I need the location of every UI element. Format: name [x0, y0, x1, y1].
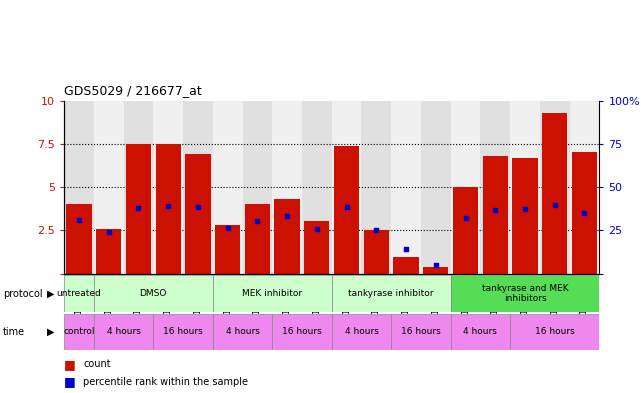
Text: ▶: ▶ — [47, 327, 54, 337]
Text: 4 hours: 4 hours — [106, 327, 140, 336]
Bar — [423, 268, 449, 274]
Bar — [126, 144, 151, 274]
Bar — [362, 101, 391, 274]
Point — [520, 206, 530, 212]
Bar — [302, 101, 332, 274]
Point — [74, 217, 84, 223]
Bar — [332, 275, 451, 312]
Text: 16 hours: 16 hours — [535, 327, 574, 336]
Bar — [510, 314, 599, 350]
Text: 16 hours: 16 hours — [163, 327, 203, 336]
Bar — [394, 257, 419, 274]
Text: tankyrase inhibitor: tankyrase inhibitor — [349, 289, 434, 298]
Text: 4 hours: 4 hours — [226, 327, 260, 336]
Point — [104, 229, 114, 235]
Text: tankyrase and MEK
inhibitors: tankyrase and MEK inhibitors — [481, 284, 569, 303]
Bar — [510, 101, 540, 274]
Point — [253, 218, 263, 224]
Text: MEK inhibitor: MEK inhibitor — [242, 289, 303, 298]
Point — [163, 203, 173, 209]
Bar — [94, 101, 124, 274]
Point — [401, 246, 411, 252]
Bar — [185, 154, 210, 274]
Bar — [64, 275, 94, 312]
Bar — [153, 101, 183, 274]
Bar — [572, 152, 597, 274]
Bar — [96, 230, 121, 274]
Text: percentile rank within the sample: percentile rank within the sample — [83, 377, 248, 387]
Point — [312, 226, 322, 233]
Bar — [332, 101, 362, 274]
Bar — [272, 314, 332, 350]
Bar — [64, 314, 94, 350]
Bar — [421, 101, 451, 274]
Bar — [334, 145, 359, 274]
Bar — [183, 101, 213, 274]
Bar — [332, 314, 391, 350]
Text: ■: ■ — [64, 358, 76, 371]
Bar — [540, 101, 570, 274]
Bar — [213, 275, 332, 312]
Bar — [156, 144, 181, 274]
Text: 16 hours: 16 hours — [401, 327, 441, 336]
Text: 16 hours: 16 hours — [282, 327, 322, 336]
Point — [490, 207, 501, 213]
Bar — [451, 314, 510, 350]
Bar — [242, 101, 272, 274]
Bar — [480, 101, 510, 274]
Text: 4 hours: 4 hours — [463, 327, 497, 336]
Bar — [304, 221, 329, 274]
Bar — [274, 199, 300, 274]
Point — [431, 262, 441, 268]
Bar — [272, 101, 302, 274]
Bar — [215, 225, 240, 274]
Bar — [213, 101, 242, 274]
Text: protocol: protocol — [3, 288, 43, 299]
Bar — [245, 204, 270, 274]
Text: ▶: ▶ — [47, 288, 54, 299]
Point — [342, 204, 352, 210]
Text: untreated: untreated — [56, 289, 101, 298]
Text: DMSO: DMSO — [140, 289, 167, 298]
Bar — [483, 156, 508, 274]
Bar — [391, 314, 451, 350]
Point — [549, 202, 560, 208]
Bar — [451, 101, 480, 274]
Text: control: control — [63, 327, 95, 336]
Point — [133, 205, 144, 211]
Text: 4 hours: 4 hours — [344, 327, 378, 336]
Point — [371, 227, 381, 233]
Bar — [213, 314, 272, 350]
Bar — [453, 187, 478, 274]
Bar — [94, 314, 153, 350]
Point — [193, 204, 203, 210]
Text: count: count — [83, 359, 111, 369]
Bar — [153, 314, 213, 350]
Bar — [570, 101, 599, 274]
Text: GDS5029 / 216677_at: GDS5029 / 216677_at — [64, 84, 202, 97]
Bar — [363, 230, 389, 274]
Point — [222, 224, 233, 231]
Bar — [391, 101, 421, 274]
Text: time: time — [3, 327, 26, 337]
Point — [579, 210, 590, 216]
Bar — [124, 101, 153, 274]
Point — [460, 215, 470, 221]
Bar — [512, 158, 538, 274]
Bar — [66, 204, 92, 274]
Text: ■: ■ — [64, 375, 76, 389]
Point — [282, 213, 292, 220]
Bar — [542, 113, 567, 274]
Bar — [64, 101, 94, 274]
Bar — [94, 275, 213, 312]
Bar — [451, 275, 599, 312]
